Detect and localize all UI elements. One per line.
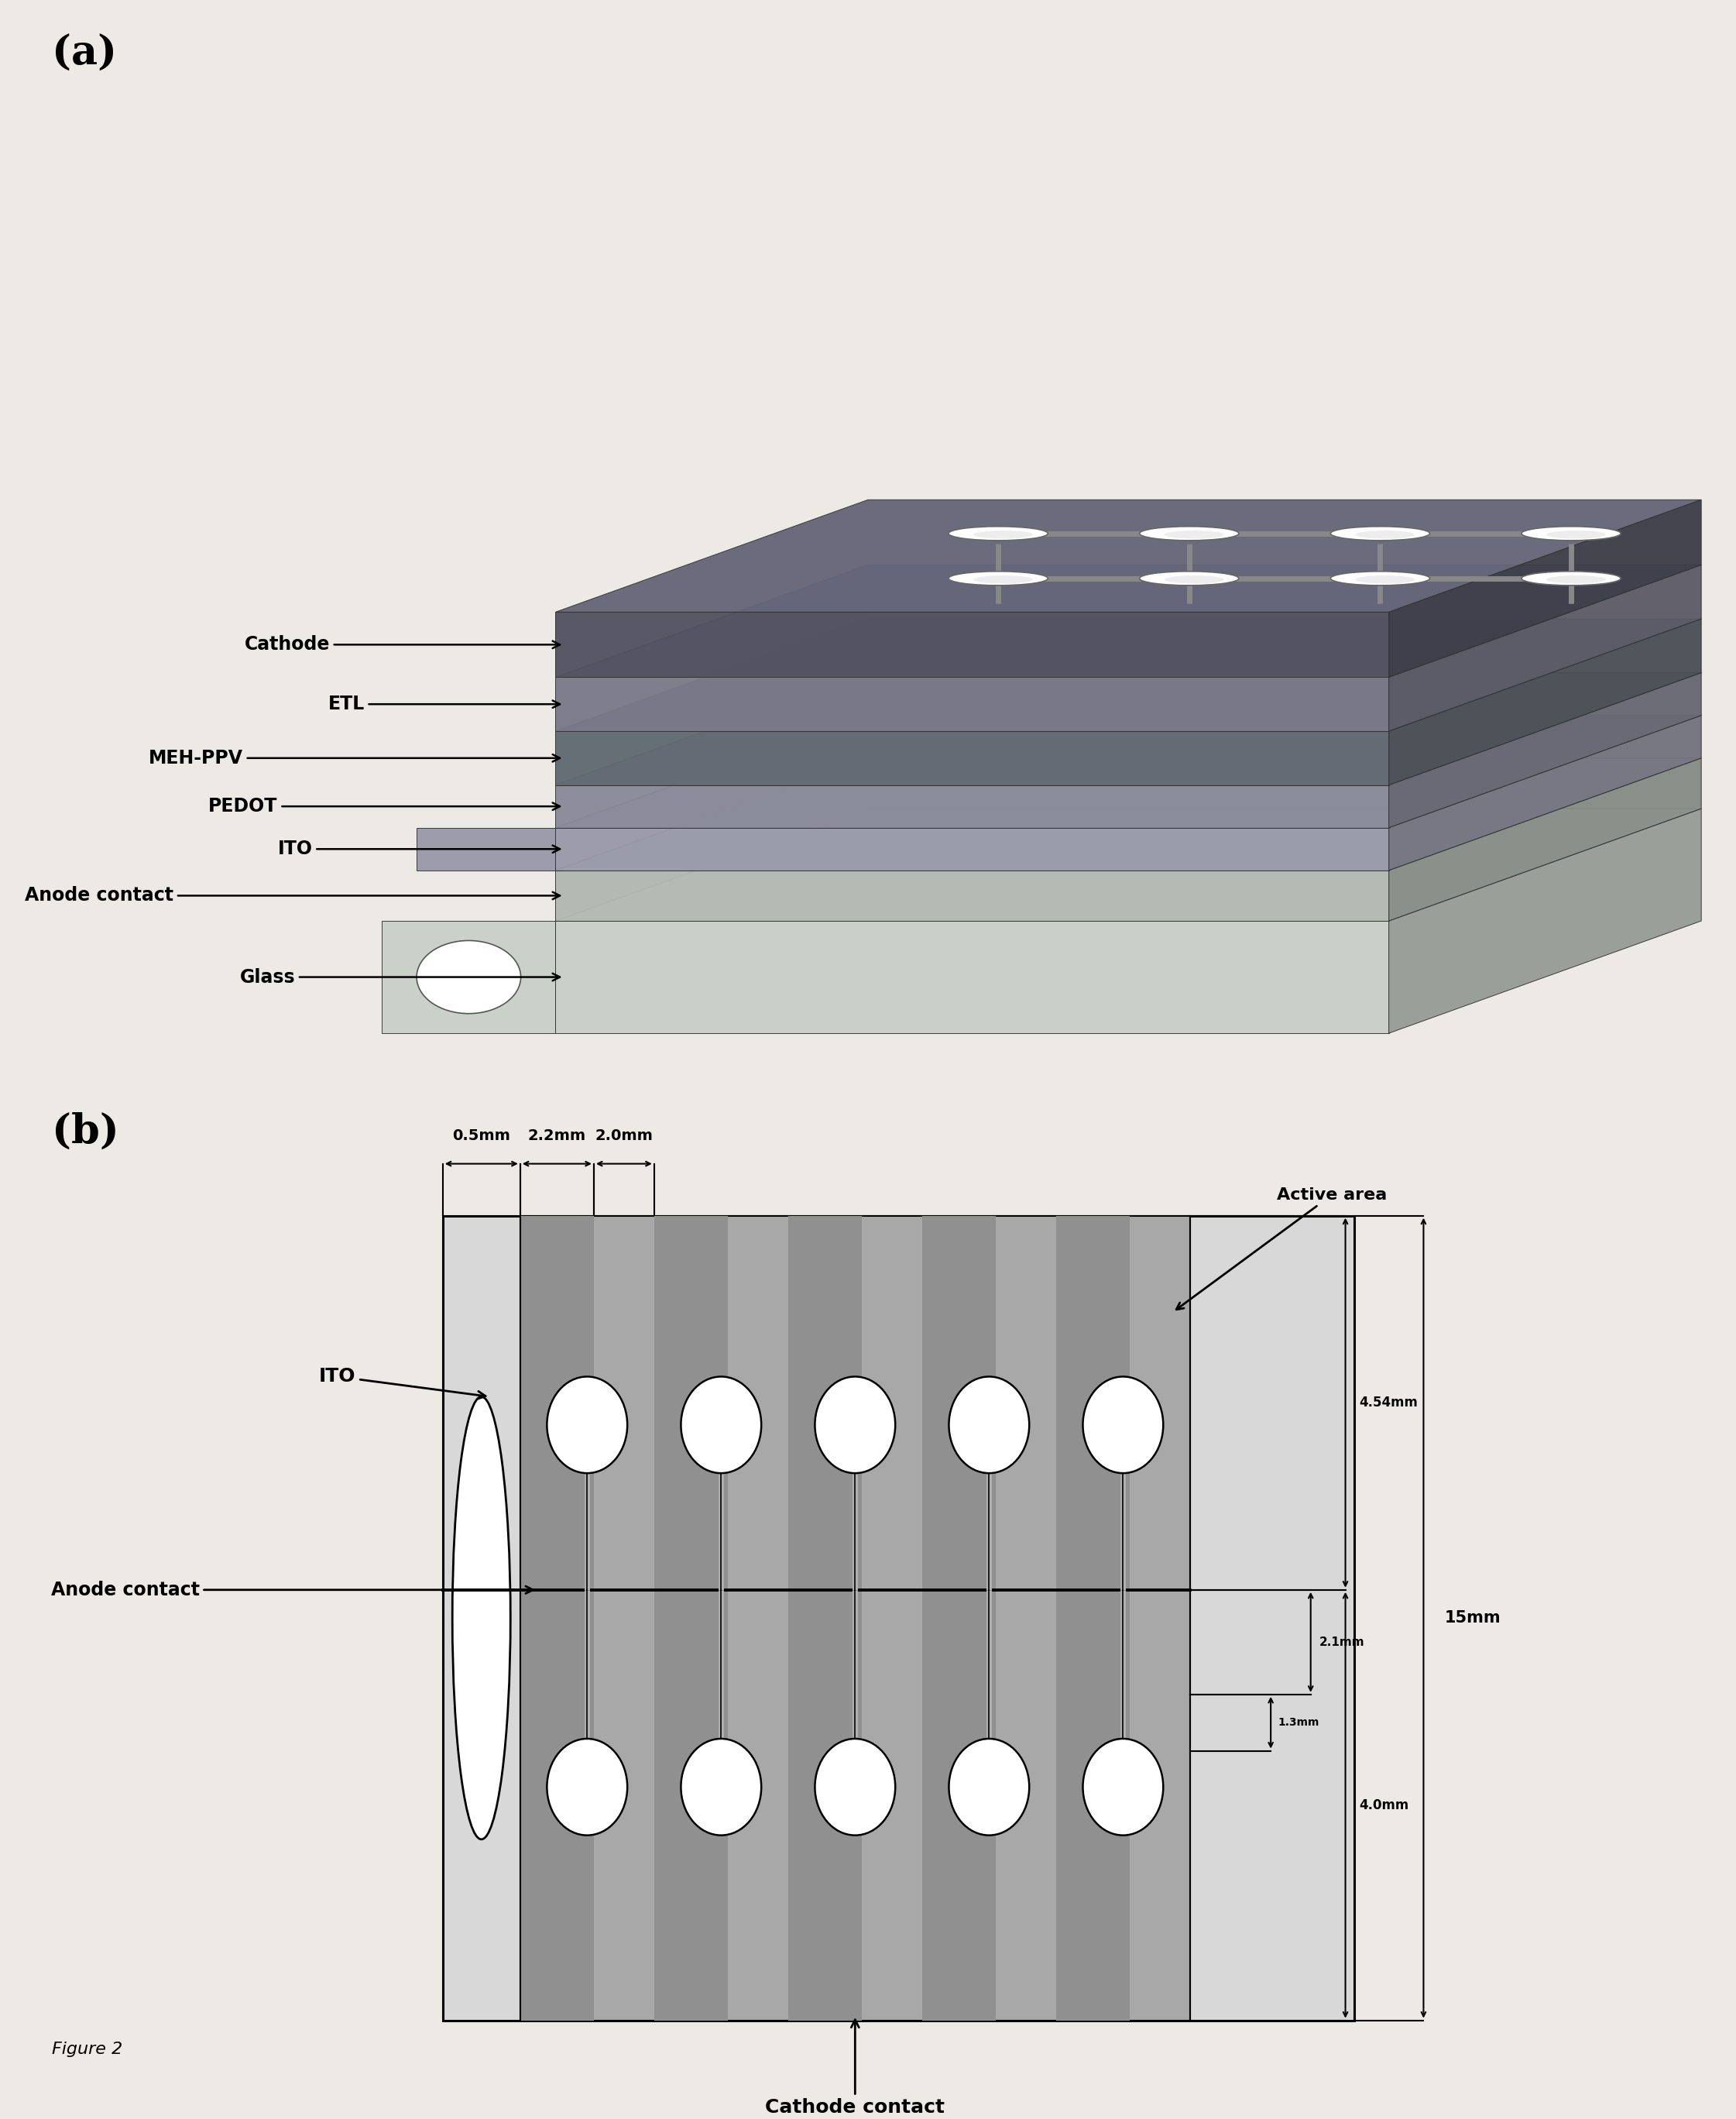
Text: PEDOT: PEDOT <box>208 797 561 816</box>
Text: Anode contact: Anode contact <box>24 886 561 905</box>
Ellipse shape <box>1330 572 1430 585</box>
Ellipse shape <box>547 1740 627 1835</box>
Ellipse shape <box>1547 576 1606 583</box>
Text: Glass: Glass <box>240 968 561 985</box>
Bar <box>443 1216 1354 2019</box>
Ellipse shape <box>453 1396 510 1839</box>
Polygon shape <box>556 829 1389 871</box>
Ellipse shape <box>950 1740 1029 1835</box>
Polygon shape <box>1389 716 1701 871</box>
Polygon shape <box>556 871 1389 922</box>
Ellipse shape <box>974 530 1033 538</box>
Ellipse shape <box>417 941 521 1013</box>
Ellipse shape <box>1139 572 1240 585</box>
Text: ETL: ETL <box>328 695 561 714</box>
Text: Anode contact: Anode contact <box>50 1581 533 1600</box>
Polygon shape <box>556 716 1701 829</box>
Ellipse shape <box>681 1740 762 1835</box>
Polygon shape <box>556 731 1389 784</box>
Polygon shape <box>556 500 1701 612</box>
Text: 2.1mm: 2.1mm <box>1319 1636 1364 1649</box>
Polygon shape <box>1389 672 1701 829</box>
Ellipse shape <box>1356 576 1415 583</box>
Ellipse shape <box>681 1377 762 1473</box>
Text: (a): (a) <box>52 34 116 74</box>
Ellipse shape <box>1165 530 1224 538</box>
Ellipse shape <box>974 576 1033 583</box>
Ellipse shape <box>814 1377 896 1473</box>
Bar <box>922 1216 996 2019</box>
Ellipse shape <box>1330 526 1430 540</box>
Text: MEH-PPV: MEH-PPV <box>149 748 561 767</box>
Ellipse shape <box>1521 526 1621 540</box>
Polygon shape <box>556 672 1701 784</box>
Ellipse shape <box>1139 526 1240 540</box>
Ellipse shape <box>547 1377 627 1473</box>
Bar <box>654 1216 727 2019</box>
Text: (b): (b) <box>52 1112 120 1151</box>
Polygon shape <box>1389 500 1701 678</box>
Polygon shape <box>556 566 1701 678</box>
Polygon shape <box>556 784 1389 829</box>
Ellipse shape <box>1165 576 1224 583</box>
Bar <box>788 1216 861 2019</box>
Text: ITO: ITO <box>278 839 561 858</box>
Ellipse shape <box>950 1377 1029 1473</box>
Polygon shape <box>556 678 1389 731</box>
Text: 15mm: 15mm <box>1444 1610 1500 1625</box>
Ellipse shape <box>1547 530 1606 538</box>
Polygon shape <box>556 619 1701 731</box>
Ellipse shape <box>1083 1377 1163 1473</box>
Text: 1.3mm: 1.3mm <box>1278 1716 1319 1729</box>
Text: 2.0mm: 2.0mm <box>595 1127 653 1142</box>
Polygon shape <box>1389 809 1701 1034</box>
Text: 4.54mm: 4.54mm <box>1359 1396 1418 1409</box>
Text: ITO: ITO <box>319 1367 486 1399</box>
Ellipse shape <box>1356 530 1415 538</box>
Text: Active area: Active area <box>1177 1187 1387 1310</box>
Text: Cathode: Cathode <box>245 636 561 655</box>
Text: Cathode contact: Cathode contact <box>766 2019 944 2117</box>
Ellipse shape <box>1083 1740 1163 1835</box>
Ellipse shape <box>814 1740 896 1835</box>
Ellipse shape <box>1521 572 1621 585</box>
Polygon shape <box>556 809 1701 922</box>
Ellipse shape <box>948 572 1049 585</box>
Polygon shape <box>382 922 556 1034</box>
Text: Figure 2: Figure 2 <box>52 2041 123 2058</box>
Polygon shape <box>1389 619 1701 784</box>
Polygon shape <box>556 612 1389 678</box>
Polygon shape <box>1389 759 1701 922</box>
Polygon shape <box>556 922 1389 1034</box>
Ellipse shape <box>948 526 1049 540</box>
Text: 0.5mm: 0.5mm <box>453 1127 510 1142</box>
Bar <box>1055 1216 1130 2019</box>
Polygon shape <box>417 829 556 871</box>
Polygon shape <box>1389 566 1701 731</box>
Bar <box>521 1216 594 2019</box>
Text: 4.0mm: 4.0mm <box>1359 1799 1410 1812</box>
Text: 2.2mm: 2.2mm <box>528 1127 587 1142</box>
Polygon shape <box>556 759 1701 871</box>
Bar <box>521 1216 1191 2019</box>
